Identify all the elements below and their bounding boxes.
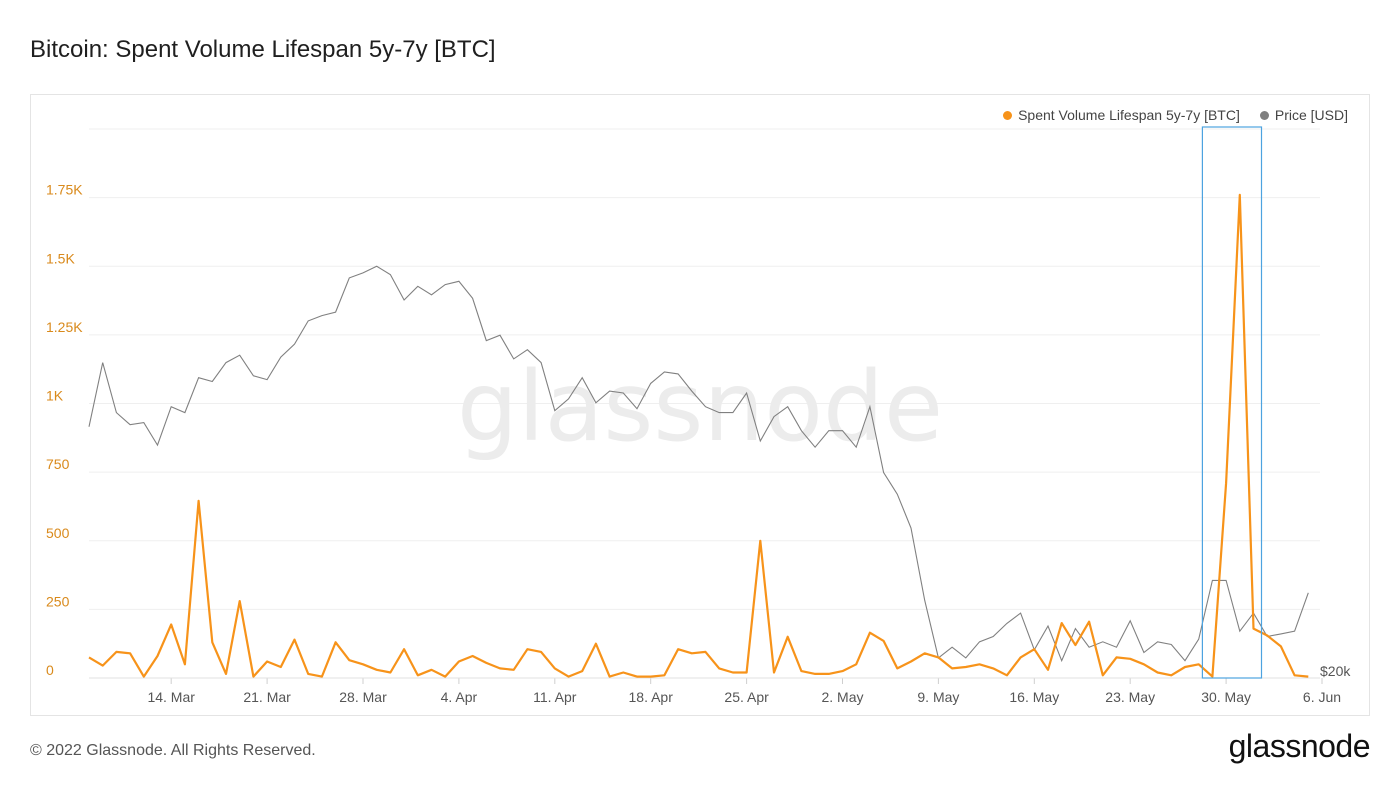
y-axis-left: 0 250 500 750 1K 1.25K 1.5K 1.75K [46,182,83,678]
chart-watermark: glassnode [457,351,943,463]
legend-item-price[interactable]: Price [USD] [1259,107,1348,123]
price-series-line [88,265,1309,663]
x-tick-label: 6. Jun [1303,689,1341,705]
x-tick-label: 2. May [821,689,863,705]
x-tick-label: 18. Apr [629,689,674,705]
legend-dot-price [1259,110,1269,120]
x-tick-label: 16. May [1009,689,1059,705]
y-tick-label: 1K [46,388,64,404]
x-tick-label: 9. May [917,689,959,705]
copyright-notice: © 2022 Glassnode. All Rights Reserved. [30,742,316,759]
legend-label-price: Price [USD] [1274,107,1348,123]
x-tick-label: 11. Apr [533,689,577,705]
legend-dot-spent [1003,110,1013,120]
legend-item-spent-volume[interactable]: Spent Volume Lifespan 5y-7y [BTC] [1003,107,1240,123]
spent-volume-series-line [88,193,1309,678]
y-tick-label: 1.25K [46,319,83,335]
y-tick-label: 1.5K [46,250,75,266]
page-title: Bitcoin: Spent Volume Lifespan 5y-7y [BT… [30,36,496,63]
chart-frame [30,94,1370,716]
x-tick-label: 21. Mar [243,689,291,705]
x-tick-label: 4. Apr [441,689,478,705]
chart-legend: Spent Volume Lifespan 5y-7y [BTC] Price … [1003,107,1348,123]
x-axis: 14. Mar 21. Mar 28. Mar 4. Apr 11. Apr 18. Ap… [89,677,1341,705]
y-tick-label: 250 [46,593,70,609]
glassnode-logo: glassnode [1228,728,1371,764]
y-tick-label: 1.75K [46,182,83,198]
y-axis-right: $20k [1320,663,1351,679]
y-tick-label: 750 [46,456,70,472]
x-tick-label: 23. May [1105,689,1155,705]
y-tick-label: 500 [46,525,70,541]
y-right-tick-label: $20k [1320,663,1351,679]
legend-label-spent: Spent Volume Lifespan 5y-7y [BTC] [1018,107,1240,123]
x-tick-label: 28. Mar [339,689,387,705]
x-tick-label: 14. Mar [147,689,195,705]
x-tick-label: 30. May [1201,689,1251,705]
x-tick-label: 25. Apr [724,689,769,705]
y-tick-label: 0 [46,662,54,678]
highlight-box [1201,126,1263,679]
